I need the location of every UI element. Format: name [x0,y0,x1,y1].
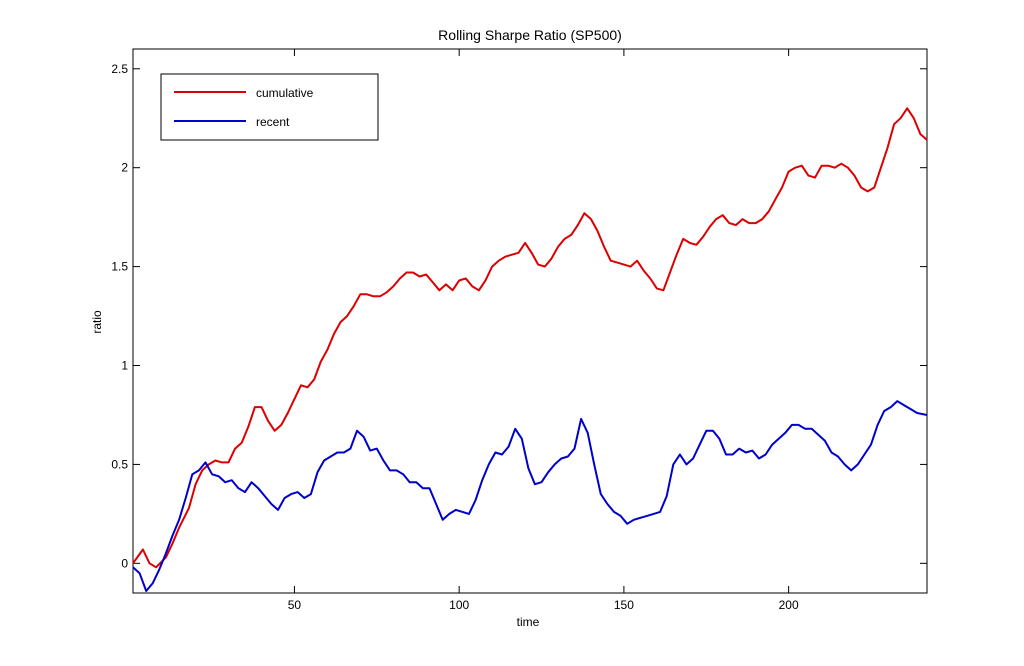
x-tick-label-200: 200 [779,598,799,612]
y-tick-label-3: 1.5 [111,260,128,274]
series-layer [132,107,928,592]
x-tick-label-150: 150 [614,598,634,612]
y-axis: 0 0.5 1 1.5 2 2.5 [111,62,927,570]
legend-label-cumulative: cumulative [256,86,314,100]
x-axis: 50 100 150 200 [288,49,799,612]
legend-label-recent: recent [256,115,290,129]
y-tick-label-0: 0 [121,556,128,570]
x-tick-label-100: 100 [449,598,469,612]
series-line-recent [132,400,928,592]
y-tick-label-1: 0.5 [111,457,128,471]
legend: cumulative recent [160,73,379,141]
chart-title: Rolling Sharpe Ratio (SP500) [438,27,622,43]
y-tick-label-4: 2 [121,161,128,175]
legend-box [160,73,379,141]
x-tick-label-50: 50 [288,598,302,612]
series-line-cumulative [132,107,928,569]
x-axis-label: time [517,615,540,629]
y-tick-label-5: 2.5 [111,62,128,76]
y-axis-label: ratio [90,310,104,334]
y-tick-label-2: 1 [121,359,128,373]
